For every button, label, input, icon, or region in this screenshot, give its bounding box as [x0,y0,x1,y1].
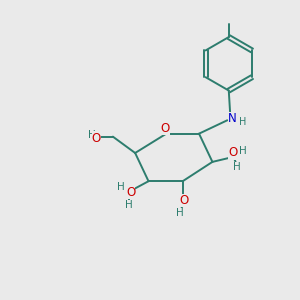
Text: H: H [239,146,247,157]
Text: H: H [176,208,184,218]
Text: O: O [126,186,135,199]
Text: O: O [92,132,101,145]
Text: H: H [233,162,241,172]
Text: N: N [228,112,237,125]
Text: O: O [160,122,170,135]
Text: O: O [229,146,238,160]
Text: H: H [88,130,96,140]
Text: H: H [125,200,133,210]
Text: H: H [117,182,125,192]
Text: O: O [179,194,188,207]
Text: H: H [239,117,246,127]
